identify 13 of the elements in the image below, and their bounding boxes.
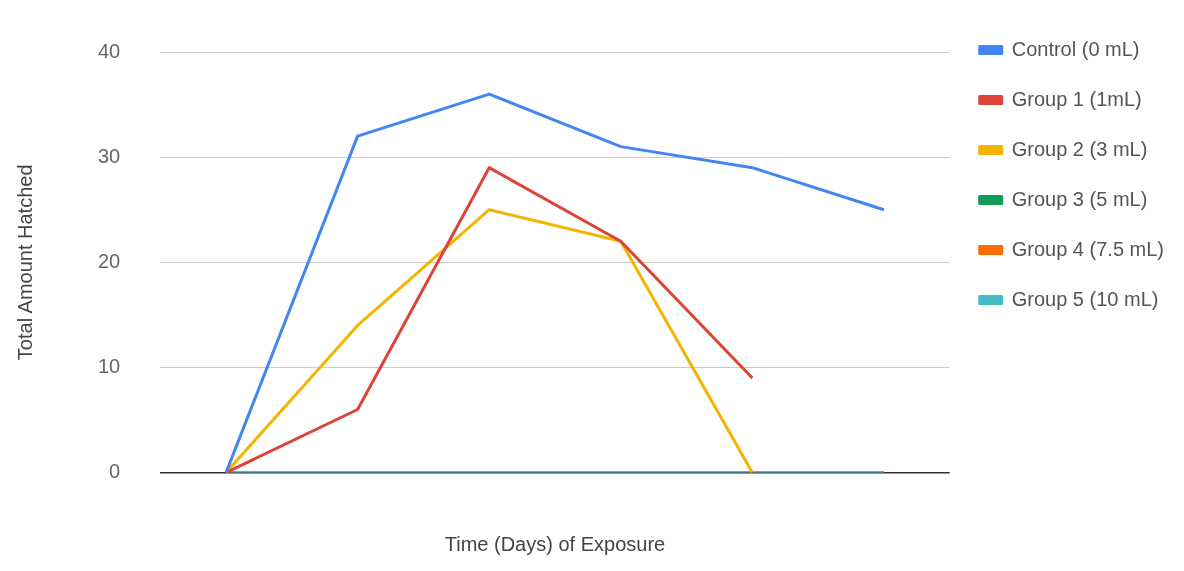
legend-label: Group 5 (10 mL) <box>1011 287 1159 310</box>
legend-label: Group 1 (1mL) <box>1011 87 1142 110</box>
x-axis-title: Time (Days) of Exposure <box>444 532 666 555</box>
y-axis-title: Total Amount Hatched <box>13 164 36 361</box>
y-tick-label: 30 <box>98 144 121 167</box>
legend-label: Control (0 mL) <box>1011 37 1140 60</box>
legend-label: Group 4 (7.5 mL) <box>1011 237 1165 260</box>
legend-label: Group 2 (3 mL) <box>1011 137 1148 160</box>
y-tick-label: 20 <box>98 249 121 272</box>
y-tick-label: 0 <box>109 460 121 483</box>
y-tick-label: 40 <box>98 39 121 62</box>
y-tick-label: 10 <box>98 354 121 377</box>
legend-label: Group 3 (5 mL) <box>1011 187 1148 210</box>
